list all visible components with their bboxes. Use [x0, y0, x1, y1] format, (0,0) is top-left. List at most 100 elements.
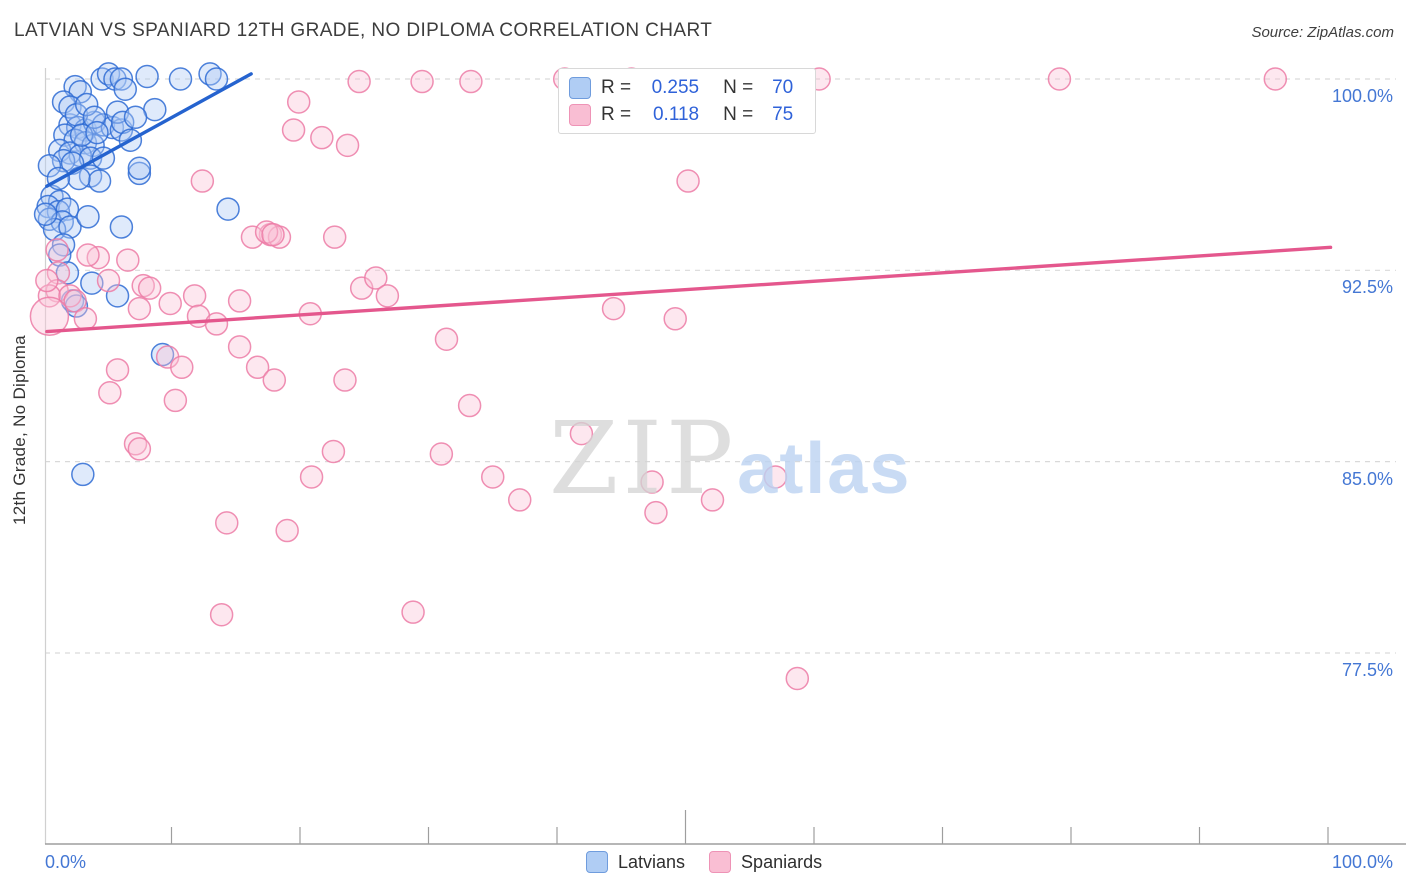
spaniard-data-point[interactable] — [457, 393, 482, 418]
spaniard-data-point[interactable] — [227, 335, 252, 359]
spaniard-data-point[interactable] — [322, 225, 347, 249]
spaniard-data-point[interactable] — [410, 69, 434, 94]
spaniard-data-point[interactable] — [245, 355, 270, 380]
series-legend: Latvians Spaniards — [586, 851, 822, 873]
latvian-data-point[interactable] — [58, 215, 82, 239]
spaniard-data-point[interactable] — [46, 261, 71, 285]
spaniard-data-point[interactable] — [227, 289, 252, 313]
spaniard-data-point[interactable] — [481, 465, 505, 489]
page-title: LATVIAN VS SPANIARD 12TH GRADE, NO DIPLO… — [14, 20, 713, 41]
y-axis-title: 12th Grade, No Diploma — [10, 335, 29, 525]
spaniard-data-point[interactable] — [76, 243, 100, 267]
spaniard-data-point[interactable] — [262, 368, 287, 392]
x-axis-max-label: 100.0% — [1331, 852, 1393, 872]
latvian-data-point[interactable] — [168, 67, 193, 91]
spaniard-data-point[interactable] — [286, 90, 311, 114]
spaniard-data-point[interactable] — [601, 296, 626, 321]
source-attribution: Source: ZipAtlas.com — [1251, 24, 1394, 41]
spaniard-data-point[interactable] — [63, 289, 87, 313]
latvian-data-point[interactable] — [76, 205, 100, 229]
correlation-legend: R = 0.255 N = 70 R = 0.118 N = 75 — [558, 68, 816, 134]
legend-row-spaniards: R = 0.118 N = 75 — [569, 103, 805, 126]
spaniard-data-point[interactable] — [170, 355, 194, 380]
spaniard-data-point[interactable] — [163, 388, 188, 413]
spaniard-data-point[interactable] — [137, 276, 162, 300]
latvian-data-point[interactable] — [216, 197, 240, 221]
spaniard-data-point[interactable] — [35, 268, 59, 293]
spaniard-data-point[interactable] — [275, 518, 299, 543]
latvian-data-point[interactable] — [71, 462, 95, 487]
spaniard-data-point[interactable] — [663, 307, 687, 331]
spaniard-data-point[interactable] — [785, 666, 810, 691]
latvian-data-point[interactable] — [109, 215, 134, 239]
latvian-data-point[interactable] — [87, 169, 112, 193]
n-value-spaniards: 75 — [772, 103, 794, 125]
spaniard-data-point[interactable] — [375, 284, 400, 308]
latvian-data-point[interactable] — [33, 202, 58, 226]
spaniard-data-point[interactable] — [333, 368, 357, 392]
spaniard-data-point[interactable] — [37, 284, 62, 308]
spaniard-data-point[interactable] — [116, 248, 140, 272]
spaniard-data-point[interactable] — [96, 268, 121, 293]
spaniard-data-point[interactable] — [644, 500, 668, 525]
spaniard-data-point[interactable] — [347, 69, 371, 94]
legend-item-label: Spaniards — [741, 851, 823, 872]
spaniards-swatch-icon — [709, 851, 732, 873]
spaniard-data-point[interactable] — [763, 465, 788, 489]
spaniard-data-point[interactable] — [190, 169, 215, 193]
spaniard-data-point[interactable] — [700, 488, 725, 512]
latvian-data-point[interactable] — [37, 153, 62, 178]
spaniard-data-point[interactable] — [364, 266, 388, 290]
spaniard-data-point[interactable] — [98, 381, 122, 405]
spaniard-data-point[interactable] — [310, 125, 334, 150]
n-value-latvians: 70 — [772, 76, 794, 98]
spaniard-data-point[interactable] — [569, 421, 594, 446]
spaniard-data-point[interactable] — [401, 600, 425, 624]
r-label: R = — [601, 76, 632, 98]
latvian-data-point[interactable] — [127, 161, 152, 186]
spaniard-data-point[interactable] — [335, 133, 360, 158]
spaniard-data-point[interactable] — [676, 169, 700, 193]
latvian-data-point[interactable] — [55, 197, 80, 221]
latvian-data-point[interactable] — [123, 105, 148, 130]
spaniard-data-point[interactable] — [640, 470, 664, 494]
spaniard-data-point[interactable] — [1263, 67, 1288, 91]
spaniard-data-point[interactable] — [507, 488, 532, 512]
spaniard-data-point[interactable] — [45, 238, 69, 262]
spaniard-data-point[interactable] — [321, 439, 346, 464]
latvian-data-point[interactable] — [204, 67, 229, 91]
latvian-data-point[interactable] — [51, 148, 76, 173]
spaniard-data-point[interactable] — [127, 437, 152, 461]
spaniard-data-point[interactable] — [204, 312, 229, 336]
spaniard-data-point[interactable] — [209, 602, 234, 627]
spaniard-data-point[interactable] — [182, 284, 207, 308]
spaniard-data-point[interactable] — [158, 291, 182, 316]
latvian-data-point[interactable] — [135, 64, 159, 89]
latvians-swatch-icon — [586, 851, 608, 873]
spaniard-data-point[interactable] — [29, 296, 70, 336]
spaniard-data-point[interactable] — [281, 118, 306, 142]
y-tick-label: 92.5% — [1341, 277, 1393, 298]
legend-row-latvians: R = 0.255 N = 70 — [569, 76, 805, 99]
latvians-swatch-icon — [569, 76, 591, 99]
spaniard-data-point[interactable] — [1047, 67, 1072, 91]
spaniard-data-point[interactable] — [240, 225, 265, 249]
y-tick-label: 100.0% — [1331, 86, 1393, 106]
latvian-data-point[interactable] — [74, 92, 99, 117]
spaniard-data-point[interactable] — [429, 442, 454, 466]
legend-item-latvians: Latvians — [586, 851, 685, 873]
spaniard-data-point[interactable] — [261, 222, 285, 247]
spaniard-data-point[interactable] — [459, 69, 483, 94]
spaniard-data-point[interactable] — [105, 358, 130, 382]
latvian-data-point[interactable] — [113, 77, 137, 101]
latvian-data-point[interactable] — [85, 120, 109, 145]
spaniard-data-point[interactable] — [127, 296, 152, 321]
latvian-data-point[interactable] — [127, 156, 152, 181]
y-tick-label: 85.0% — [1341, 468, 1393, 489]
latvian-data-point[interactable] — [55, 261, 80, 285]
latvian-data-point[interactable] — [82, 105, 107, 130]
spaniard-data-point[interactable] — [434, 327, 459, 351]
spaniard-data-point[interactable] — [73, 307, 98, 331]
spaniard-data-point[interactable] — [299, 465, 324, 489]
spaniard-data-point[interactable] — [215, 511, 239, 535]
